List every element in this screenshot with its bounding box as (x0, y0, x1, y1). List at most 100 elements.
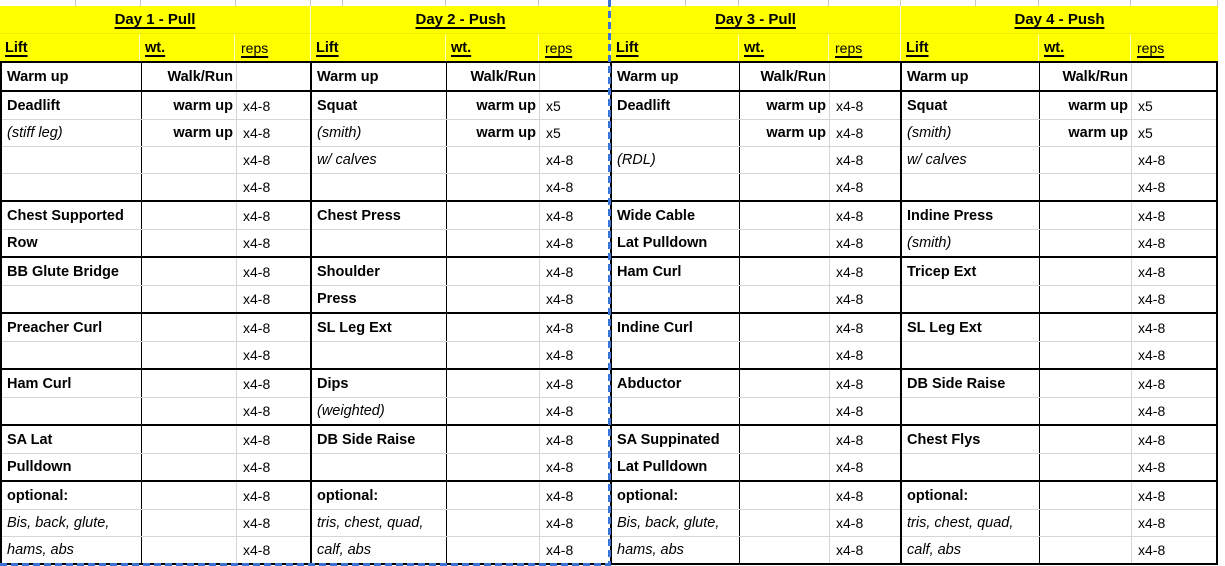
cell-lift[interactable]: Ham Curl (612, 258, 740, 285)
cell-reps[interactable]: x4-8 (1138, 459, 1166, 475)
col-header-lift[interactable]: Lift (901, 34, 1039, 61)
cell-wt[interactable] (740, 454, 830, 480)
cell-lift[interactable]: Wide Cable (612, 202, 740, 229)
cell-lift[interactable] (312, 342, 447, 368)
day-title[interactable]: Day 3 - Pull (715, 11, 796, 28)
cell-reps[interactable]: x4-8 (546, 403, 574, 419)
cell-wt[interactable] (1040, 398, 1132, 424)
cell-wt[interactable] (1040, 510, 1132, 536)
cell-wt[interactable] (740, 510, 830, 536)
cell-wt[interactable] (447, 426, 540, 453)
cell-lift[interactable] (902, 174, 1040, 200)
cell-lift[interactable]: (smith) (902, 120, 1040, 146)
cell-reps[interactable]: x4-8 (836, 347, 864, 363)
cell-lift[interactable]: (smith) (312, 120, 447, 146)
cell-lift[interactable]: SA Lat (2, 426, 142, 453)
col-header-lift[interactable]: Lift (0, 34, 140, 61)
cell-lift[interactable]: Chest Supported (2, 202, 142, 229)
cell-wt[interactable]: warm up (740, 92, 830, 119)
cell-lift[interactable] (2, 398, 142, 424)
cell-reps[interactable]: x4-8 (1138, 431, 1166, 448)
cell-wt[interactable] (142, 398, 237, 424)
cell-reps[interactable]: x4-8 (243, 487, 271, 504)
cell-lift[interactable]: Indine Curl (612, 314, 740, 341)
cell-lift[interactable] (902, 398, 1040, 424)
cell-wt[interactable] (447, 202, 540, 229)
cell-reps[interactable]: x4-8 (836, 263, 864, 280)
cell-lift[interactable]: Lat Pulldown (612, 230, 740, 256)
cell-reps[interactable]: x4-8 (1138, 542, 1166, 558)
cell-reps[interactable]: x4-8 (243, 235, 271, 251)
col-header-wt[interactable]: wt. (739, 34, 829, 61)
cell-reps[interactable]: x4-8 (546, 235, 574, 251)
cell-wt[interactable] (447, 258, 540, 285)
cell-wt[interactable] (1040, 370, 1132, 397)
cell-lift[interactable]: Row (2, 230, 142, 256)
cell-lift[interactable]: Deadlift (612, 92, 740, 119)
cell-wt[interactable] (447, 342, 540, 368)
col-header-wt[interactable]: wt. (1039, 34, 1131, 61)
cell-reps[interactable]: x4-8 (836, 542, 864, 558)
cell-lift[interactable]: calf, abs (902, 537, 1040, 563)
cell-wt[interactable] (142, 454, 237, 480)
cell-reps[interactable]: x4-8 (1138, 235, 1166, 251)
cell-wt[interactable] (1040, 258, 1132, 285)
cell-wt[interactable] (447, 314, 540, 341)
cell-reps[interactable]: x5 (546, 125, 561, 141)
cell-lift[interactable] (902, 454, 1040, 480)
cell-reps[interactable]: x4-8 (546, 542, 574, 558)
cell-reps[interactable]: x4-8 (836, 97, 864, 114)
cell-lift[interactable]: Ham Curl (2, 370, 142, 397)
cell-wt[interactable]: Walk/Run (740, 63, 830, 90)
cell-lift[interactable] (612, 120, 740, 146)
cell-reps[interactable]: x4-8 (546, 319, 574, 336)
col-header-lift[interactable]: Lift (611, 34, 739, 61)
cell-reps[interactable]: x5 (1138, 97, 1153, 114)
cell-reps[interactable]: x4-8 (546, 347, 574, 363)
cell-reps[interactable]: x4-8 (546, 487, 574, 504)
cell-lift[interactable]: (smith) (902, 230, 1040, 256)
cell-lift[interactable] (612, 342, 740, 368)
cell-lift[interactable] (312, 454, 447, 480)
cell-lift[interactable] (2, 174, 142, 200)
cell-reps[interactable]: x4-8 (243, 375, 271, 392)
cell-reps[interactable]: x4-8 (836, 403, 864, 419)
cell-reps[interactable]: x4-8 (243, 319, 271, 336)
cell-lift[interactable]: Tricep Ext (902, 258, 1040, 285)
cell-reps[interactable]: x4-8 (836, 152, 864, 168)
cell-reps[interactable]: x5 (546, 97, 561, 114)
cell-lift[interactable]: Abductor (612, 370, 740, 397)
cell-lift[interactable]: DB Side Raise (312, 426, 447, 453)
cell-lift[interactable]: Squat (902, 92, 1040, 119)
day-title[interactable]: Day 1 - Pull (114, 11, 196, 28)
cell-reps[interactable]: x4-8 (546, 179, 574, 195)
cell-lift[interactable] (612, 286, 740, 312)
cell-wt[interactable] (142, 342, 237, 368)
cell-wt[interactable] (740, 537, 830, 563)
cell-lift[interactable]: (weighted) (312, 398, 447, 424)
cell-wt[interactable]: warm up (447, 92, 540, 119)
cell-lift[interactable]: optional: (312, 482, 447, 509)
cell-wt[interactable] (740, 202, 830, 229)
cell-wt[interactable] (142, 482, 237, 509)
cell-lift[interactable]: optional: (612, 482, 740, 509)
cell-reps[interactable]: x4-8 (546, 515, 574, 531)
cell-wt[interactable] (740, 174, 830, 200)
cell-reps[interactable]: x4-8 (1138, 179, 1166, 195)
cell-wt[interactable]: warm up (142, 92, 237, 119)
cell-wt[interactable] (142, 314, 237, 341)
cell-lift[interactable] (612, 398, 740, 424)
cell-reps[interactable]: x4-8 (1138, 263, 1166, 280)
cell-lift[interactable]: Warm up (902, 63, 1040, 90)
col-header-reps[interactable]: reps (539, 34, 610, 61)
cell-reps[interactable]: x4-8 (243, 347, 271, 363)
col-header-wt[interactable]: wt. (140, 34, 235, 61)
cell-wt[interactable] (447, 230, 540, 256)
cell-wt[interactable] (142, 202, 237, 229)
col-header-lift[interactable]: Lift (311, 34, 446, 61)
cell-reps[interactable]: x4-8 (546, 459, 574, 475)
cell-reps[interactable]: x4-8 (836, 291, 864, 307)
cell-lift[interactable]: Chest Press (312, 202, 447, 229)
cell-lift[interactable]: SL Leg Ext (902, 314, 1040, 341)
cell-reps[interactable]: x4-8 (243, 291, 271, 307)
